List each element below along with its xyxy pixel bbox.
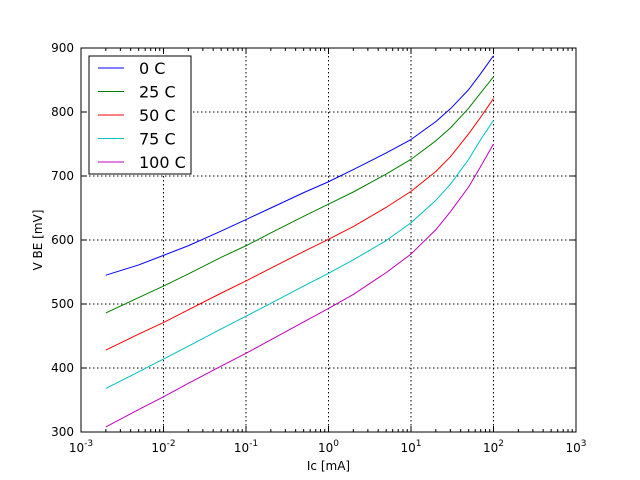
y-tick-label: 600 [51,233,74,247]
x-axis-label: Ic [mA] [307,459,350,473]
legend-label-4: 100 C [139,153,186,172]
axis-ticks [80,47,577,433]
series-lines [105,55,494,428]
y-tick-label: 700 [51,169,74,183]
legend: 0 C 25 C 50 C 75 C 100 C [88,55,192,175]
x-tick-label: 10-2 [151,439,175,455]
y-tick-label: 500 [51,297,74,311]
y-axis-label: V BE [mV] [31,210,45,271]
x-tick-label: 102 [483,439,504,455]
y-tick-labels: 300 400 500 600 700 800 900 [51,41,74,439]
series-line-0 [105,55,494,276]
legend-label-2: 50 C [139,106,176,125]
y-tick-label: 900 [51,41,74,55]
x-tick-label: 10-1 [234,439,258,455]
x-tick-label: 103 [565,439,586,455]
legend-label-0: 0 C [139,59,165,78]
y-tick-label: 800 [51,105,74,119]
legend-label-1: 25 C [139,83,176,102]
series-line-2 [105,98,494,351]
series-line-3 [105,120,494,389]
legend-label-3: 75 C [139,130,176,149]
legend-box [88,55,192,175]
x-tick-labels: 10-3 10-2 10-1 100 101 102 103 [69,439,587,455]
y-tick-label: 300 [51,425,74,439]
x-tick-label: 10-3 [69,439,93,455]
x-tick-label: 100 [318,439,339,455]
series-line-4 [105,143,494,428]
series-line-1 [105,76,494,314]
y-tick-label: 400 [51,361,74,375]
x-tick-label: 101 [400,439,421,455]
